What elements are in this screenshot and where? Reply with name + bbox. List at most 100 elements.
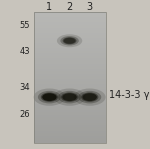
FancyBboxPatch shape	[34, 69, 106, 70]
FancyBboxPatch shape	[34, 14, 106, 15]
FancyBboxPatch shape	[34, 40, 106, 41]
FancyBboxPatch shape	[34, 12, 106, 13]
FancyBboxPatch shape	[34, 130, 106, 131]
FancyBboxPatch shape	[34, 132, 106, 133]
Ellipse shape	[38, 91, 61, 103]
FancyBboxPatch shape	[34, 114, 106, 115]
FancyBboxPatch shape	[34, 56, 106, 57]
FancyBboxPatch shape	[34, 30, 106, 31]
Ellipse shape	[61, 92, 78, 102]
FancyBboxPatch shape	[34, 61, 106, 62]
FancyBboxPatch shape	[34, 25, 106, 26]
FancyBboxPatch shape	[34, 64, 106, 65]
FancyBboxPatch shape	[34, 63, 106, 64]
FancyBboxPatch shape	[34, 134, 106, 135]
FancyBboxPatch shape	[34, 48, 106, 49]
Text: 43: 43	[19, 47, 30, 56]
FancyBboxPatch shape	[34, 118, 106, 119]
FancyBboxPatch shape	[34, 57, 106, 58]
FancyBboxPatch shape	[34, 67, 106, 68]
FancyBboxPatch shape	[34, 94, 106, 95]
Ellipse shape	[34, 89, 65, 106]
FancyBboxPatch shape	[34, 27, 106, 28]
FancyBboxPatch shape	[34, 37, 106, 38]
FancyBboxPatch shape	[34, 27, 106, 28]
Ellipse shape	[60, 36, 79, 45]
Text: 14-3-3 γ: 14-3-3 γ	[109, 90, 150, 100]
FancyBboxPatch shape	[34, 75, 106, 76]
FancyBboxPatch shape	[34, 49, 106, 50]
FancyBboxPatch shape	[34, 96, 106, 97]
Ellipse shape	[58, 91, 81, 103]
FancyBboxPatch shape	[34, 103, 106, 104]
FancyBboxPatch shape	[34, 134, 106, 135]
FancyBboxPatch shape	[34, 20, 106, 21]
FancyBboxPatch shape	[34, 37, 106, 38]
FancyBboxPatch shape	[34, 116, 106, 117]
FancyBboxPatch shape	[34, 38, 106, 39]
FancyBboxPatch shape	[34, 124, 106, 125]
FancyBboxPatch shape	[34, 44, 106, 45]
FancyBboxPatch shape	[34, 139, 106, 140]
FancyBboxPatch shape	[34, 96, 106, 97]
FancyBboxPatch shape	[34, 141, 106, 142]
FancyBboxPatch shape	[34, 87, 106, 88]
FancyBboxPatch shape	[34, 89, 106, 90]
FancyBboxPatch shape	[34, 107, 106, 108]
FancyBboxPatch shape	[34, 71, 106, 72]
FancyBboxPatch shape	[34, 136, 106, 137]
FancyBboxPatch shape	[34, 115, 106, 116]
FancyBboxPatch shape	[34, 73, 106, 74]
FancyBboxPatch shape	[34, 45, 106, 46]
FancyBboxPatch shape	[34, 107, 106, 108]
Ellipse shape	[82, 93, 97, 101]
FancyBboxPatch shape	[34, 42, 106, 43]
FancyBboxPatch shape	[34, 71, 106, 72]
Ellipse shape	[42, 93, 57, 101]
Ellipse shape	[62, 93, 77, 101]
FancyBboxPatch shape	[34, 108, 106, 109]
Ellipse shape	[63, 37, 76, 44]
FancyBboxPatch shape	[34, 31, 106, 32]
FancyBboxPatch shape	[34, 77, 106, 78]
FancyBboxPatch shape	[34, 82, 106, 83]
FancyBboxPatch shape	[34, 80, 106, 81]
FancyBboxPatch shape	[34, 34, 106, 35]
FancyBboxPatch shape	[34, 103, 106, 104]
FancyBboxPatch shape	[34, 38, 106, 39]
FancyBboxPatch shape	[34, 44, 106, 45]
FancyBboxPatch shape	[34, 66, 106, 67]
Ellipse shape	[81, 92, 98, 102]
FancyBboxPatch shape	[34, 113, 106, 114]
FancyBboxPatch shape	[34, 16, 106, 17]
FancyBboxPatch shape	[34, 17, 106, 18]
FancyBboxPatch shape	[34, 126, 106, 127]
Text: 2: 2	[66, 2, 73, 13]
FancyBboxPatch shape	[34, 59, 106, 60]
FancyBboxPatch shape	[34, 139, 106, 140]
FancyBboxPatch shape	[34, 86, 106, 87]
FancyBboxPatch shape	[34, 123, 106, 124]
FancyBboxPatch shape	[34, 28, 106, 29]
FancyBboxPatch shape	[34, 54, 106, 55]
FancyBboxPatch shape	[34, 95, 106, 96]
FancyBboxPatch shape	[34, 79, 106, 80]
FancyBboxPatch shape	[34, 113, 106, 114]
FancyBboxPatch shape	[34, 119, 106, 120]
FancyBboxPatch shape	[34, 132, 106, 133]
FancyBboxPatch shape	[34, 78, 106, 79]
FancyBboxPatch shape	[34, 23, 106, 24]
FancyBboxPatch shape	[34, 14, 106, 15]
FancyBboxPatch shape	[34, 21, 106, 22]
Text: 34: 34	[19, 83, 30, 93]
FancyBboxPatch shape	[34, 74, 106, 76]
FancyBboxPatch shape	[34, 59, 106, 60]
FancyBboxPatch shape	[34, 90, 106, 91]
FancyBboxPatch shape	[34, 138, 106, 139]
FancyBboxPatch shape	[34, 97, 106, 98]
FancyBboxPatch shape	[34, 58, 106, 59]
FancyBboxPatch shape	[34, 117, 106, 118]
FancyBboxPatch shape	[34, 122, 106, 123]
FancyBboxPatch shape	[34, 135, 106, 136]
FancyBboxPatch shape	[34, 72, 106, 73]
